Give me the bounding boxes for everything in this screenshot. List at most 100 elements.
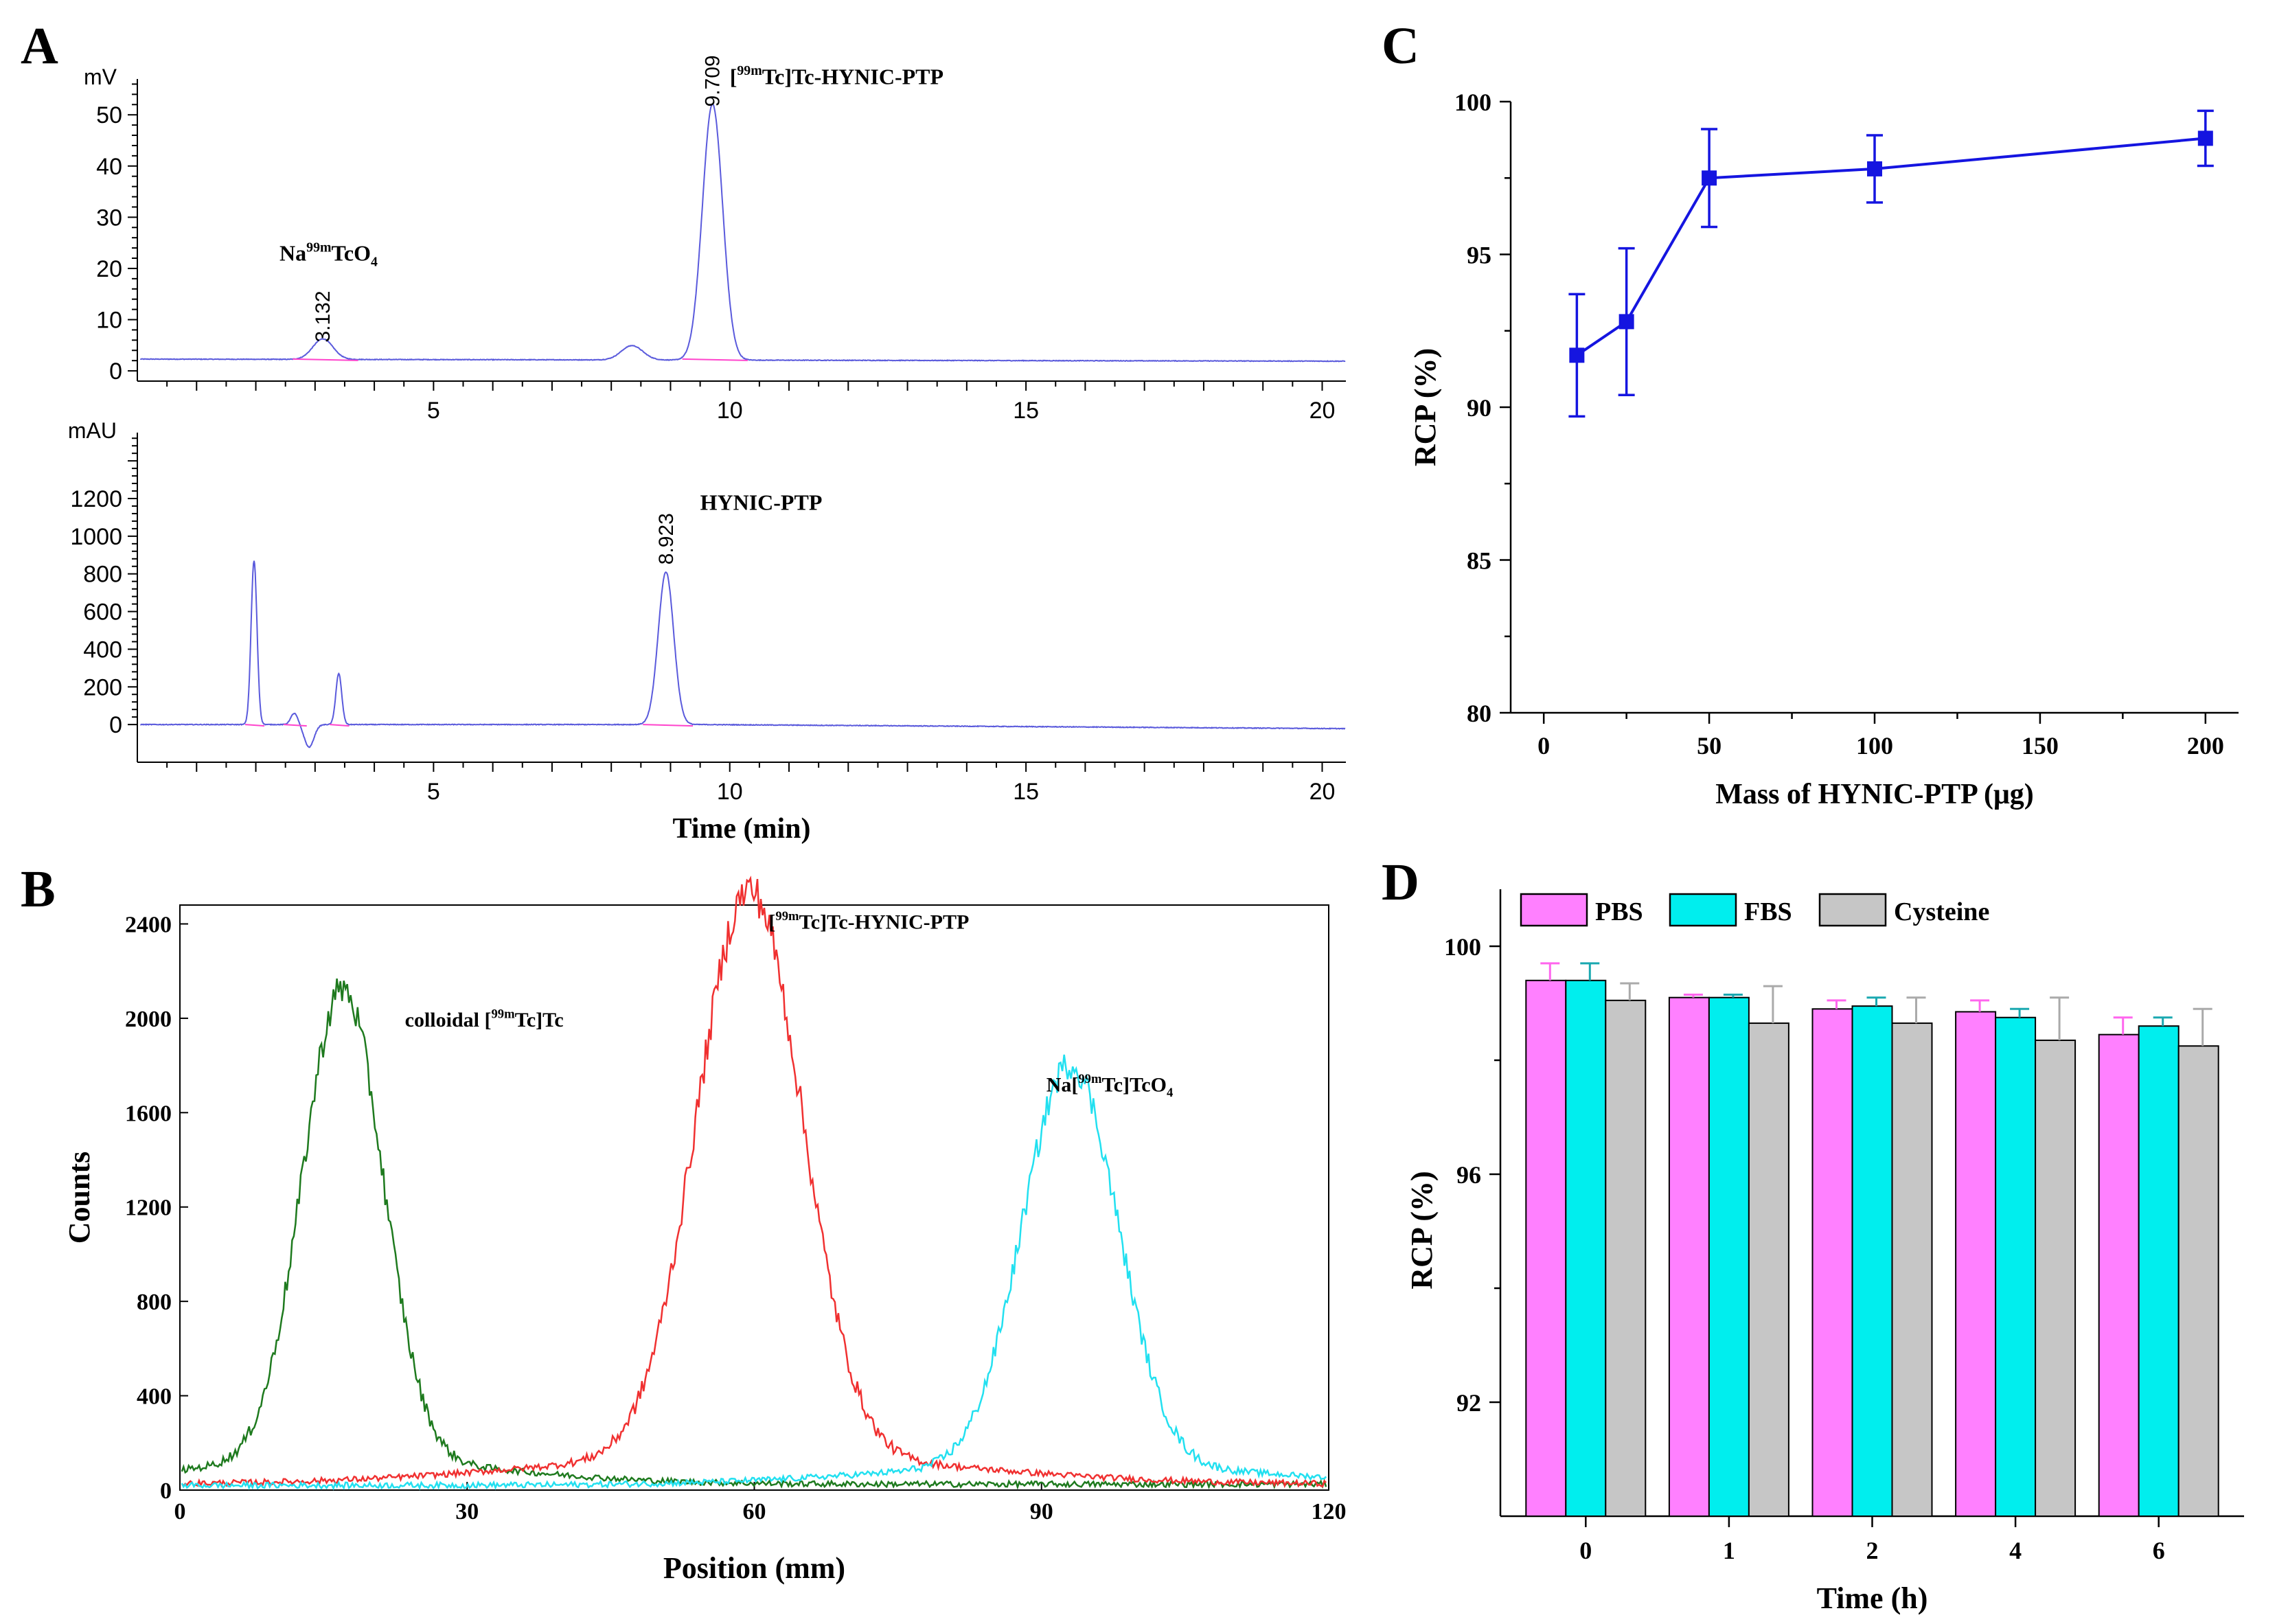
peak-annotation: Na[99mTc]TcO4 (1046, 1072, 1174, 1100)
bar-cysteine (2035, 1039, 2077, 1517)
peak-annotation-pre: [ (768, 911, 775, 933)
x-tick-label: 5 (427, 398, 440, 424)
peak-annotation-pre: colloidal [ (405, 1009, 492, 1031)
x-tick-label: 20 (1309, 779, 1336, 805)
y-unit-label: mV (84, 65, 117, 89)
x-tick-label: 200 (2187, 732, 2224, 759)
peak-annotation-sup: 99m (737, 63, 762, 78)
peak-annotation-sub: 4 (371, 255, 378, 270)
y-tick-label: 100 (1454, 89, 1491, 116)
x-tick-label: 60 (743, 1499, 766, 1524)
peak-time-label: 9.709 (702, 55, 724, 106)
bar-fbs (1708, 996, 1750, 1517)
x-axis-title: Time (h) (1817, 1581, 1928, 1615)
bar-cysteine (1891, 1022, 1933, 1518)
y-tick-label: 96 (1456, 1161, 1481, 1189)
plot-frame (179, 904, 1329, 1491)
bar-fbs (1995, 1016, 2037, 1517)
peak-annotation-rest: Tc]Tc-HYNIC-PTP (762, 64, 943, 89)
data-point (1702, 170, 1717, 186)
y-tick-label: 0 (160, 1478, 172, 1504)
y-tick-label: 0 (109, 358, 122, 385)
x-tick-label: 10 (717, 779, 743, 805)
peak-annotation-sup: 99m (775, 909, 799, 924)
peak-annotation-sub: 4 (1167, 1086, 1173, 1100)
y-tick-label: 800 (83, 562, 122, 588)
x-tick-label: 30 (455, 1499, 479, 1524)
x-axis-title: Time (min) (672, 813, 810, 845)
legend-label: FBS (1744, 897, 1792, 926)
integration-baseline (643, 724, 694, 727)
peak-time-label: 8.923 (655, 513, 678, 564)
radio-tlc-panel: 0 400 800 1200 1600 2000 2400 0 30 60 90 120 Positio… (62, 876, 1347, 1585)
x-tick-label: 15 (1013, 779, 1039, 805)
x-tick-label: 50 (1697, 732, 1721, 759)
x-tick-label: 10 (717, 398, 743, 424)
x-tick-label: 5 (427, 779, 440, 805)
x-tick-label: 0 (1579, 1537, 1592, 1564)
panel-letter-d: D (1382, 854, 1419, 911)
bar-cysteine (2177, 1045, 2219, 1517)
y-tick-label: 85 (1467, 547, 1491, 575)
peak-annotation-base: Na (279, 241, 306, 266)
chromatogram-uv-panel: 0 200 400 600 800 1000 1200 5 10 15 20 mAU Time (min… (68, 418, 1346, 845)
y-axis-title: RCP (%) (1405, 1171, 1439, 1289)
y-tick-label: 10 (96, 308, 122, 334)
bar-fbs (1851, 1005, 1893, 1517)
peak-time-label: 3.132 (312, 290, 334, 342)
bar-cysteine (1605, 999, 1647, 1517)
data-point (1569, 347, 1585, 363)
y-tick-label: 600 (83, 599, 122, 626)
y-tick-label: 30 (96, 205, 122, 231)
x-tick-label: 0 (1537, 732, 1550, 759)
series-line-2 (181, 1054, 1327, 1491)
peak-annotation-sup: 99m (1078, 1072, 1102, 1086)
y-tick-label: 92 (1456, 1389, 1481, 1417)
peak-annotation-pre: [ (730, 64, 737, 89)
y-tick-label: 1600 (125, 1101, 172, 1126)
rcp-vs-mass-panel: 80 85 90 95 100 0 50 100 150 200 Mass of HYNIC-PTP… (1408, 89, 2239, 810)
peak-annotation-sup: 99m (491, 1007, 515, 1021)
x-tick-label: 15 (1013, 398, 1039, 424)
trace-line (139, 103, 1346, 363)
trace-line (140, 560, 1346, 748)
legend-swatch-fbs (1669, 893, 1737, 927)
data-point (2197, 130, 2213, 146)
bar-fbs (2138, 1025, 2180, 1517)
x-tick-label: 6 (2153, 1537, 2165, 1564)
integration-baseline (284, 724, 307, 727)
legend-swatch-cysteine (1818, 893, 1887, 927)
x-tick-label: 100 (1856, 732, 1893, 759)
x-axis-title: Position (mm) (663, 1551, 845, 1585)
data-point (1867, 161, 1882, 176)
peak-annotation-rest: Tc]TcO (1101, 1073, 1166, 1096)
bar-pbs (1955, 1011, 1997, 1517)
peak-annotation: HYNIC-PTP (700, 490, 823, 514)
peak-annotation-rest: Tc]Tc (515, 1009, 564, 1031)
y-tick-label: 100 (1444, 933, 1481, 961)
integration-baseline (244, 724, 265, 727)
x-axis-title: Mass of HYNIC-PTP (μg) (1715, 779, 2034, 810)
y-axis-title: RCP (%) (1408, 348, 1442, 466)
panel-letter-b: B (21, 860, 56, 918)
y-tick-label: 1200 (70, 486, 122, 512)
y-tick-label: 95 (1467, 242, 1491, 269)
x-tick-label: 4 (2009, 1537, 2022, 1564)
y-tick-label: 40 (96, 154, 122, 180)
integration-baseline (293, 358, 358, 361)
y-tick-label: 1200 (125, 1196, 172, 1221)
bar-fbs (1565, 979, 1607, 1518)
peak-annotation-rest: TcO (332, 241, 371, 266)
peak-annotation: colloidal [99mTc]Tc (405, 1007, 564, 1031)
x-tick-label: 90 (1030, 1499, 1053, 1524)
y-tick-label: 400 (137, 1384, 172, 1410)
peak-annotation: [99mTc]Tc-HYNIC-PTP (730, 63, 943, 89)
panel-letter-c: C (1382, 17, 1419, 75)
y-tick-label: 80 (1467, 700, 1491, 727)
x-tick-label: 2 (1866, 1537, 1879, 1564)
y-tick-label: 200 (83, 674, 122, 700)
series-line-1 (181, 876, 1327, 1489)
y-unit-label: mAU (68, 418, 117, 443)
y-tick-label: 2000 (125, 1007, 172, 1032)
